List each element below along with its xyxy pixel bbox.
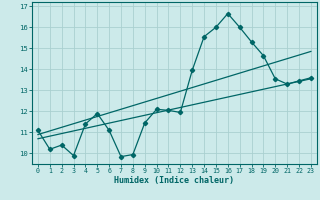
X-axis label: Humidex (Indice chaleur): Humidex (Indice chaleur)	[115, 176, 234, 185]
